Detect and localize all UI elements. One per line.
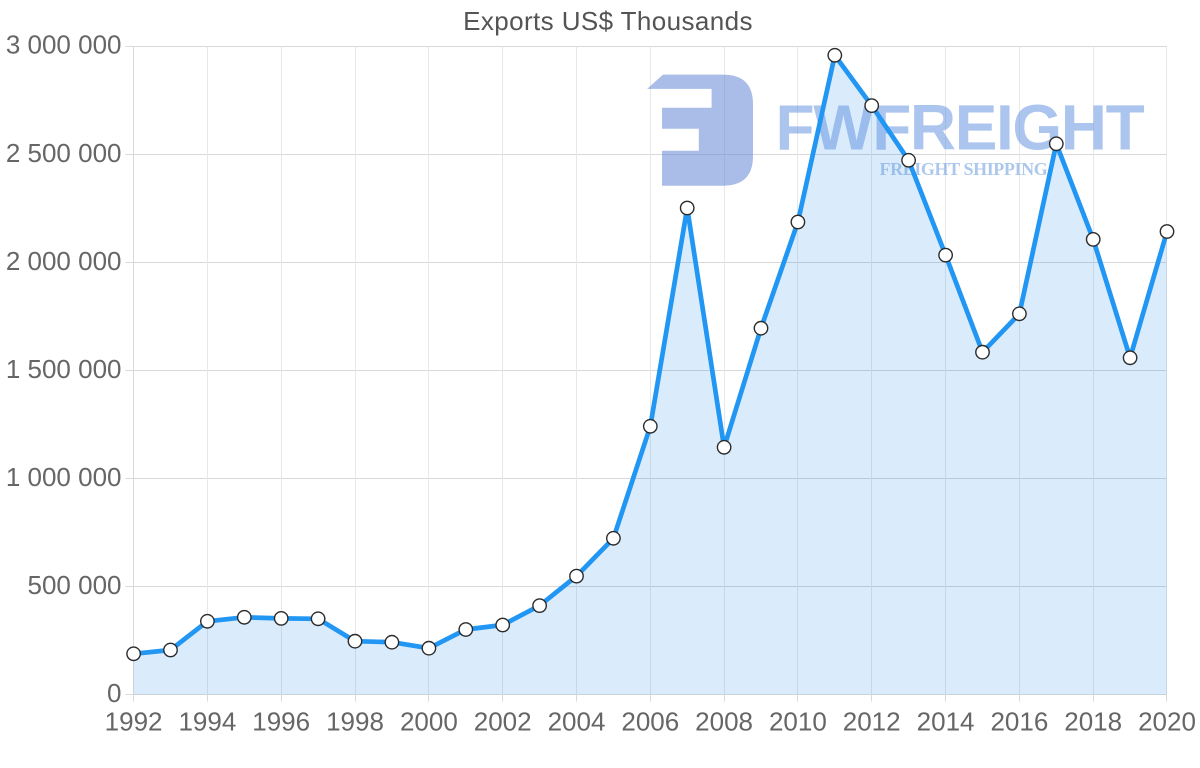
svg-text:2018: 2018: [1064, 706, 1122, 736]
svg-text:Exports US$ Thousands: Exports US$ Thousands: [463, 6, 753, 36]
svg-text:2004: 2004: [548, 706, 606, 736]
svg-text:1992: 1992: [105, 706, 163, 736]
svg-text:2000: 2000: [400, 706, 458, 736]
svg-text:2002: 2002: [474, 706, 532, 736]
svg-text:FWFREIGHT: FWFREIGHT: [776, 92, 1145, 164]
svg-text:1994: 1994: [178, 706, 236, 736]
svg-text:1996: 1996: [252, 706, 310, 736]
svg-text:2012: 2012: [843, 706, 901, 736]
svg-text:2008: 2008: [695, 706, 753, 736]
svg-text:2014: 2014: [917, 706, 975, 736]
svg-text:0: 0: [107, 678, 121, 708]
svg-text:1 000 000: 1 000 000: [6, 462, 122, 492]
svg-text:2 000 000: 2 000 000: [6, 246, 122, 276]
svg-text:2020: 2020: [1138, 706, 1196, 736]
svg-text:3 000 000: 3 000 000: [6, 30, 122, 60]
svg-text:500 000: 500 000: [28, 570, 122, 600]
svg-text:2 500 000: 2 500 000: [6, 138, 122, 168]
svg-text:2010: 2010: [769, 706, 827, 736]
svg-text:1 500 000: 1 500 000: [6, 354, 122, 384]
svg-text:1998: 1998: [326, 706, 384, 736]
svg-text:2006: 2006: [621, 706, 679, 736]
svg-text:FREIGHT SHIPPING: FREIGHT SHIPPING: [880, 159, 1048, 179]
svg-text:2016: 2016: [990, 706, 1048, 736]
